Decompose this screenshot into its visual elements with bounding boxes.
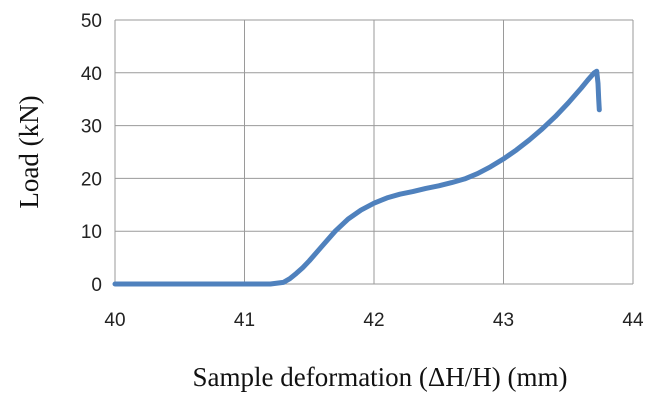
x-tick-label: 42: [363, 310, 384, 331]
y-tick-label: 30: [81, 117, 102, 138]
x-tick-label: 40: [104, 310, 125, 331]
y-tick-label: 40: [81, 64, 102, 85]
series-line: [112, 68, 602, 287]
x-tick-labels: 40 41 42 43 44: [104, 310, 644, 331]
grid-lines: [114, 19, 634, 285]
y-tick-label: 50: [81, 11, 102, 32]
x-axis-title: Sample deformation (ΔH/H) (mm): [192, 362, 567, 392]
y-tick-label: 10: [81, 222, 102, 243]
x-tick-label: 43: [493, 310, 514, 331]
x-tick-label: 41: [234, 310, 255, 331]
y-axis-title: Load (kN): [14, 95, 44, 208]
y-tick-label: 20: [81, 169, 102, 190]
y-tick-labels: 0 10 20 30 40 50: [81, 11, 102, 296]
y-tick-label: 0: [91, 275, 102, 296]
x-tick-label: 44: [622, 310, 644, 331]
